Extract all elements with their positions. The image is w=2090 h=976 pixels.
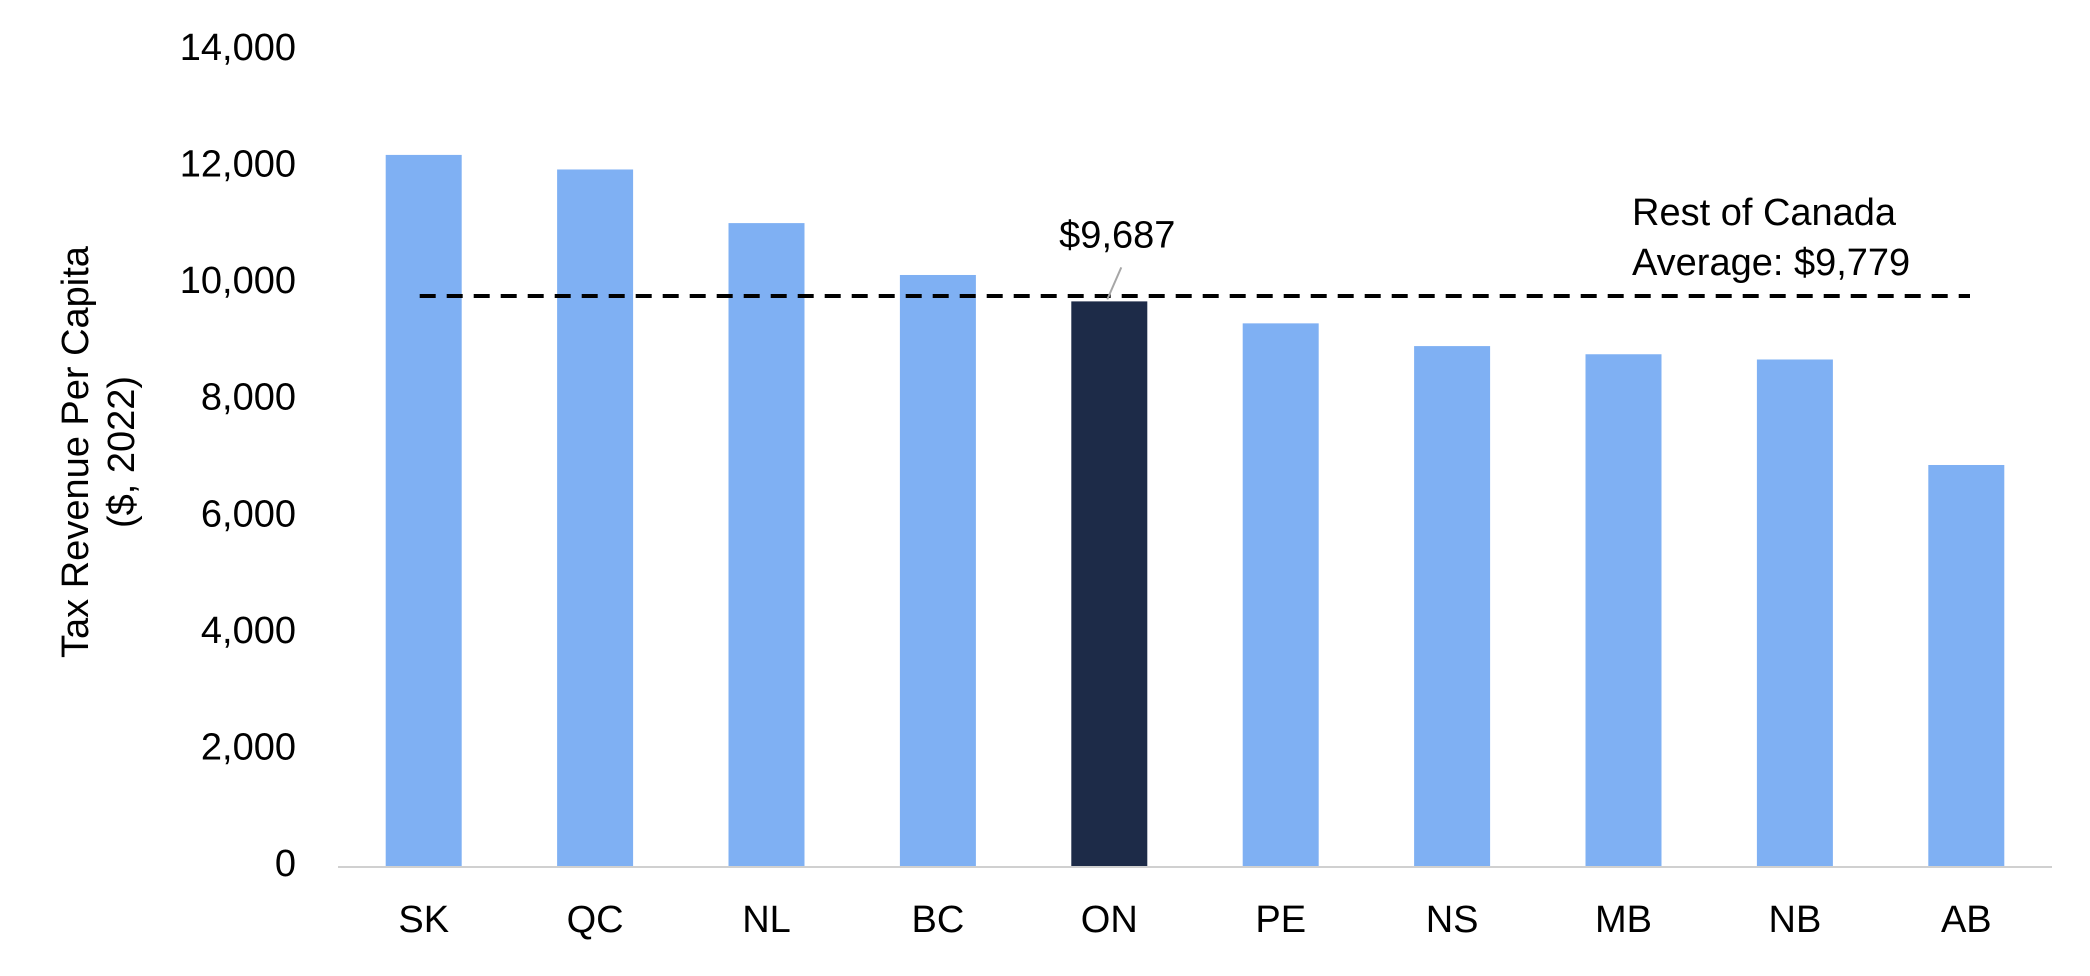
- y-tick-label: 14,000: [180, 27, 296, 69]
- bar-nl: [728, 223, 805, 866]
- bar-pe: [1242, 323, 1319, 866]
- y-tick-label: 4,000: [201, 610, 296, 652]
- x-tick-label-bc: BC: [912, 899, 965, 941]
- bar-qc: [557, 169, 634, 866]
- y-tick-label: 6,000: [201, 493, 296, 535]
- data-label-leader: [1106, 266, 1123, 300]
- x-tick-label-qc: QC: [567, 899, 624, 941]
- average-label-line-1: Rest of Canada: [1632, 192, 1897, 234]
- bar-nb: [1756, 359, 1833, 866]
- y-axis-label-line-1: Tax Revenue Per Capita: [55, 245, 97, 658]
- x-tick-label-ab: AB: [1941, 899, 1992, 941]
- data-labels: $9,687: [1059, 214, 1175, 300]
- bar-ns: [1414, 346, 1491, 866]
- y-tick-label: 10,000: [180, 260, 296, 302]
- y-tick-label: 12,000: [180, 144, 296, 186]
- bar-ab: [1928, 464, 2005, 866]
- x-tick-label-nl: NL: [742, 899, 791, 941]
- bar-mb: [1585, 354, 1662, 866]
- data-label-on: $9,687: [1059, 214, 1175, 256]
- x-tick-label-sk: SK: [398, 899, 449, 941]
- x-axis-ticks: SK QC NL BC ON PE NS MB NB AB: [398, 899, 1991, 941]
- x-tick-label-mb: MB: [1595, 899, 1652, 941]
- x-tick-label-on: ON: [1081, 899, 1138, 941]
- x-tick-label-pe: PE: [1255, 899, 1306, 941]
- y-tick-label: 0: [275, 843, 296, 885]
- y-axis-ticks: 0 2,000 4,000 6,000 8,000 10,000 12,000 14,000: [180, 27, 296, 885]
- average-label-line-2: Average: $9,779: [1632, 242, 1910, 284]
- y-axis-label: Tax Revenue Per Capita ($, 2022): [55, 245, 143, 658]
- bar-sk: [385, 154, 462, 866]
- bar-bc: [899, 274, 976, 866]
- x-tick-label-nb: NB: [1769, 899, 1822, 941]
- y-tick-label: 2,000: [201, 726, 296, 768]
- y-axis-label-line-2: ($, 2022): [101, 376, 143, 528]
- y-tick-label: 8,000: [201, 377, 296, 419]
- average-line-label: Rest of Canada Average: $9,779: [1632, 192, 1910, 284]
- x-tick-label-ns: NS: [1426, 899, 1479, 941]
- bars: [385, 154, 2005, 866]
- bar-on: [1071, 301, 1148, 866]
